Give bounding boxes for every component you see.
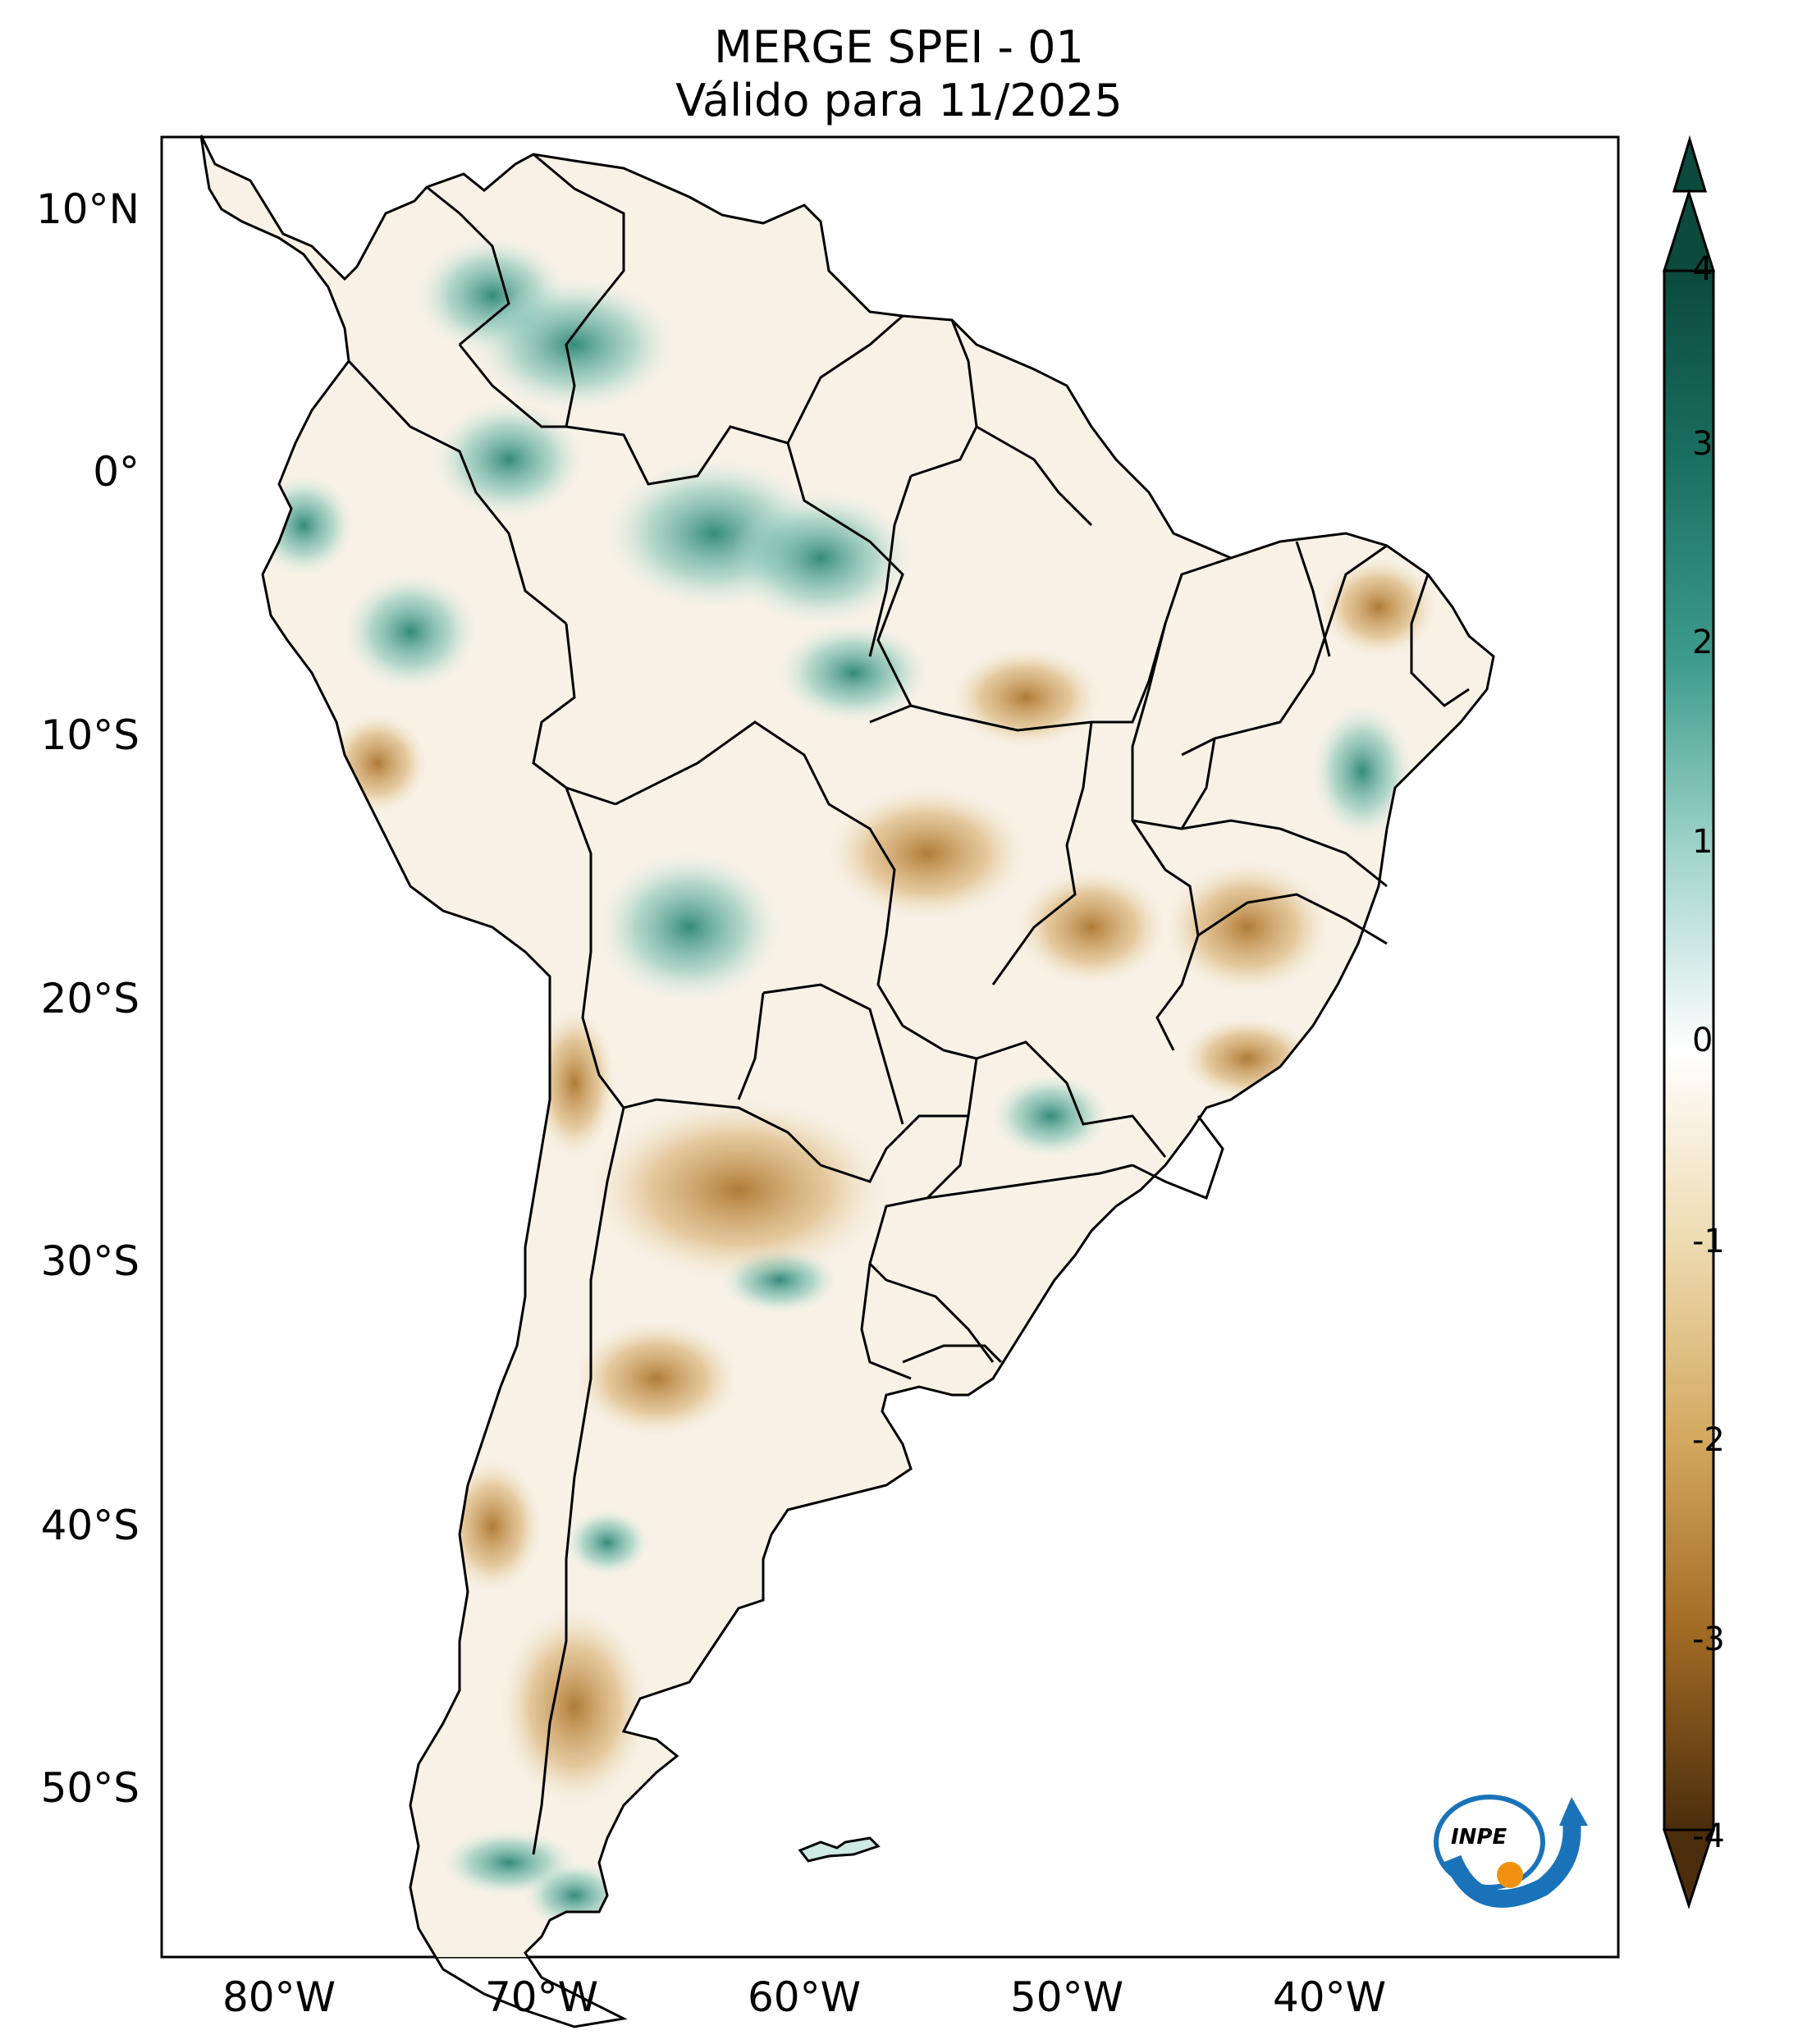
lon-tick-label: 70°W bbox=[484, 1973, 599, 2021]
lat-tick-label: 10°N bbox=[35, 185, 140, 233]
map-title-line1: MERGE SPEI - 01 bbox=[714, 21, 1084, 73]
colorbar-top-extend bbox=[1662, 189, 1716, 272]
colorbar-tick-label: 4 bbox=[1692, 250, 1713, 288]
lat-tick-label: 20°S bbox=[40, 975, 140, 1022]
colorbar-tick-label: -4 bbox=[1692, 1818, 1725, 1855]
colorbar-max-extend bbox=[1672, 135, 1708, 193]
lat-tick-label: 50°S bbox=[40, 1764, 140, 1812]
map-title-line2: Válido para 11/2025 bbox=[675, 75, 1123, 126]
inpe-logo bbox=[1434, 1795, 1588, 1908]
lon-tick-label: 40°W bbox=[1272, 1973, 1387, 2021]
falkland-islands bbox=[798, 1836, 881, 1863]
inpe-logo-text: INPE bbox=[1451, 1825, 1507, 1850]
colorbar-tick-label: 2 bbox=[1692, 624, 1713, 661]
lon-tick-label: 80°W bbox=[222, 1973, 336, 2021]
colorbar-tick-label: -2 bbox=[1692, 1421, 1725, 1459]
lon-tick-label: 50°W bbox=[1009, 1973, 1124, 2021]
lat-tick-label: 30°S bbox=[40, 1237, 140, 1285]
political-borders bbox=[347, 153, 1470, 1855]
colorbar-min-extend bbox=[1662, 1828, 1716, 1909]
colorbar-tick-label: -1 bbox=[1692, 1223, 1725, 1260]
colorbar-tick-label: 0 bbox=[1692, 1022, 1713, 1059]
colorbar-tick-label: 3 bbox=[1692, 425, 1713, 463]
lat-tick-label: 0° bbox=[93, 448, 140, 496]
lon-tick-label: 60°W bbox=[747, 1973, 862, 2021]
lat-tick-label: 10°S bbox=[40, 711, 140, 759]
colorbar-tick-label: -3 bbox=[1692, 1621, 1725, 1658]
lat-tick-label: 40°S bbox=[40, 1502, 140, 1549]
colorbar bbox=[1662, 135, 1716, 1909]
colorbar-tick-label: 1 bbox=[1692, 823, 1713, 861]
colorbar-bar bbox=[1663, 269, 1715, 1831]
